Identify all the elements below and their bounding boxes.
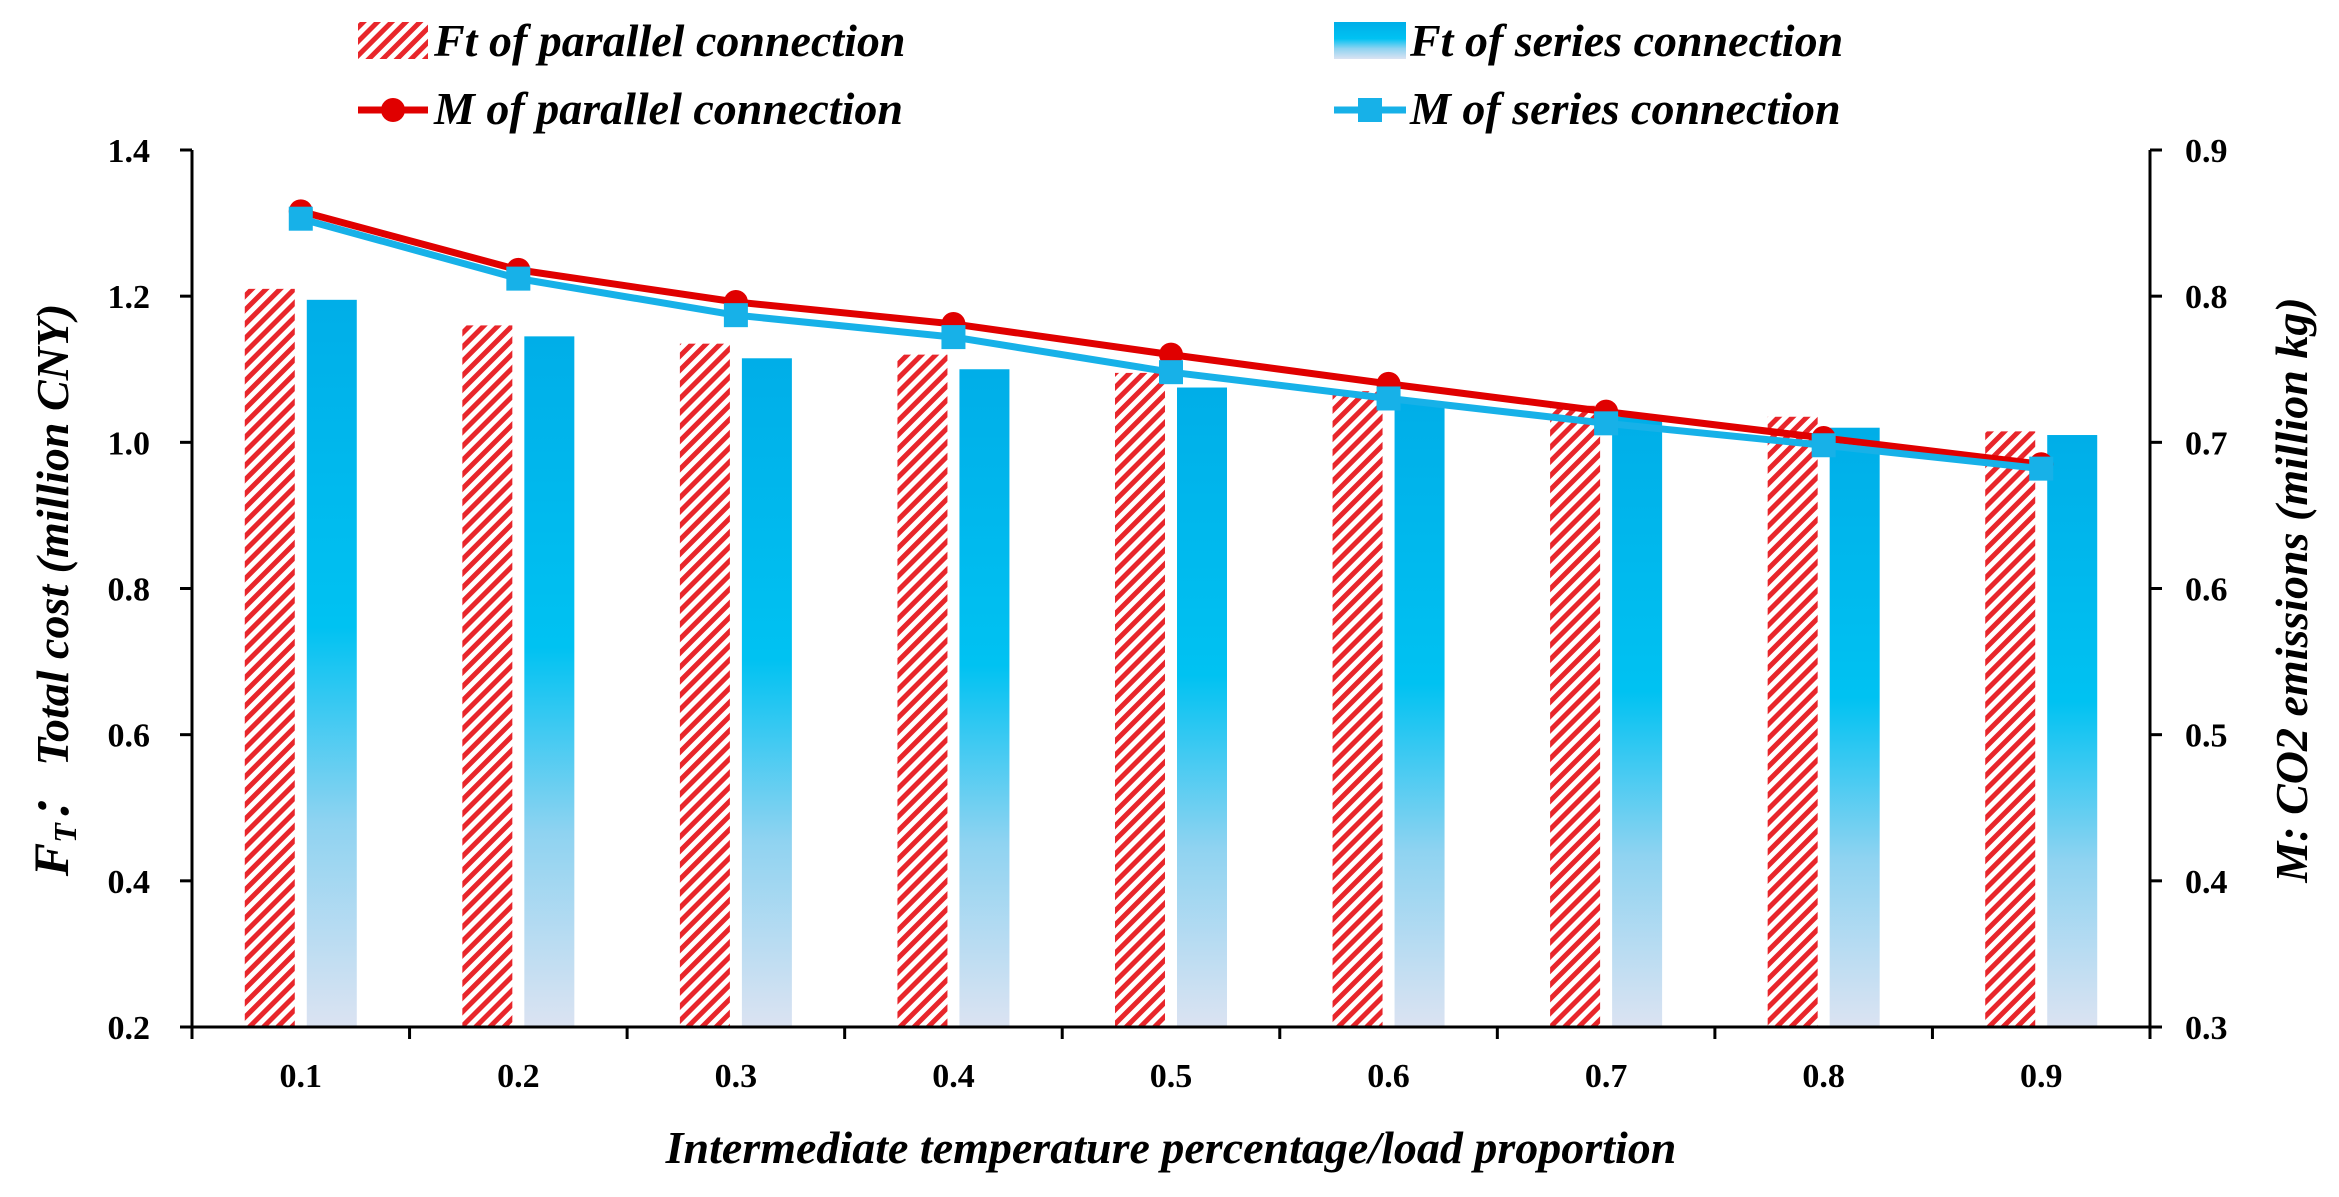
right-tick-label-0.8: 0.8 [2185,279,2228,316]
bar-ft-parallel-0.6 [1332,391,1383,1027]
bar-ft-parallel-0.3 [679,343,730,1027]
x-tick-label-0.6: 0.6 [1367,1058,1410,1095]
right-tick-label-0.4: 0.4 [2185,864,2228,901]
x-tick-label-0.9: 0.9 [2020,1058,2063,1095]
x-tick-label-0.1: 0.1 [280,1058,323,1095]
line-layer [288,199,2054,481]
bar-ft-parallel-0.2 [462,325,513,1027]
marker-m-series-0.1 [288,206,313,231]
right-tick-label-0.7: 0.7 [2185,425,2228,462]
left-tick-label-0.8: 0.8 [108,572,151,609]
bar-ft-series-0.4 [959,369,1010,1027]
marker-m-series-0.9 [2029,456,2054,481]
bar-layer [244,288,2098,1028]
left-axis-title: FT： Total cost (million CNY) [23,304,83,878]
bar-ft-parallel-0.5 [1115,372,1165,1027]
bar-ft-parallel-0.7 [1550,405,1601,1028]
right-tick-label-0.5: 0.5 [2185,718,2228,755]
bar-ft-series-0.5 [1177,387,1227,1027]
bar-ft-series-0.9 [2047,435,2098,1027]
marker-m-series-0.6 [1376,386,1401,411]
legend-label-ft-parallel: Ft of parallel connection [433,15,906,66]
right-axis-title: M: CO2 emissions (million kg) [2266,297,2317,883]
bar-ft-parallel-0.4 [897,354,948,1028]
legend: Ft of parallel connection Ft of series c… [358,15,1843,134]
x-tick-label-0.5: 0.5 [1150,1058,1193,1095]
bar-ft-series-0.1 [306,299,357,1028]
left-tick-label-0.2: 0.2 [108,1010,151,1047]
bar-ft-parallel-0.8 [1767,416,1818,1028]
x-tick-label-0.4: 0.4 [932,1058,975,1095]
legend-swatch-ft-parallel [358,22,428,59]
right-axis-ticks: 0.3 0.4 0.5 0.6 0.7 0.8 0.9 [2150,133,2228,1047]
bar-ft-series-0.6 [1394,402,1445,1027]
legend-label-m-series: M of series connection [1409,83,1841,134]
bar-ft-parallel-0.9 [1985,431,2036,1027]
bar-ft-series-0.3 [741,358,792,1028]
marker-m-series-0.2 [506,266,531,291]
x-axis-title: Intermediate temperature percentage/load… [665,1122,1677,1173]
marker-m-series-0.3 [723,303,748,328]
left-tick-label-1.0: 1.0 [108,425,151,462]
left-tick-label-1.4: 1.4 [108,133,151,170]
bar-ft-series-0.7 [1612,416,1663,1028]
right-tick-label-0.6: 0.6 [2185,572,2228,609]
x-tick-label-0.2: 0.2 [497,1058,540,1095]
left-tick-label-0.4: 0.4 [108,864,151,901]
right-tick-label-0.3: 0.3 [2185,1010,2228,1047]
marker-m-series-0.4 [941,325,966,350]
left-axis-title-rest: ： Total cost (million CNY) [27,304,78,824]
left-tick-label-1.2: 1.2 [108,279,151,316]
left-axis-title-symbol: F [23,843,79,877]
marker-m-series-0.8 [1811,433,1836,458]
x-axis-ticks: 0.1 0.2 0.3 0.4 0.5 0.6 0.7 0.8 0.9 [190,1027,2152,1095]
left-axis-title-subscript: T [47,822,83,843]
x-tick-label-0.3: 0.3 [715,1058,758,1095]
legend-marker-m-parallel [381,98,405,122]
legend-marker-m-series [1358,98,1382,122]
legend-label-ft-series: Ft of series connection [1409,15,1843,66]
right-tick-label-0.9: 0.9 [2185,133,2228,170]
x-tick-label-0.7: 0.7 [1585,1058,1628,1095]
bar-ft-parallel-0.1 [244,288,295,1027]
left-tick-label-0.6: 0.6 [108,718,151,755]
bar-ft-series-0.2 [524,336,575,1027]
legend-label-m-parallel: M of parallel connection [433,83,903,134]
marker-m-series-0.5 [1159,360,1183,385]
legend-swatch-ft-series [1334,22,1406,59]
marker-m-series-0.7 [1594,411,1619,436]
left-axis-ticks: 0.2 0.4 0.6 0.8 1.0 1.2 1.4 [108,133,192,1047]
bar-ft-series-0.8 [1829,427,1880,1027]
x-tick-label-0.8: 0.8 [1802,1058,1845,1095]
